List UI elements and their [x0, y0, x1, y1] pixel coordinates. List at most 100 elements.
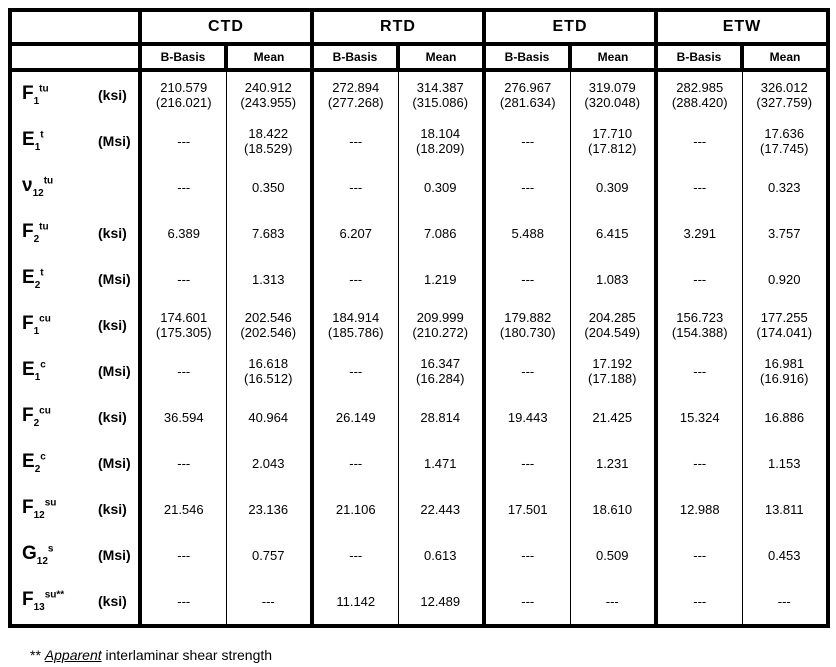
property-unit: (Msi) — [98, 546, 131, 563]
value-cell: 16.981 (16.916) — [741, 348, 828, 394]
table-row: G12s (Msi) --- 0.757 --- 0.613 --- 0.509 … — [10, 532, 828, 578]
value-cell: --- — [654, 256, 742, 302]
sub-header-row: B-Basis Mean B-Basis Mean B-Basis Mean B… — [8, 42, 830, 72]
value-cell: 0.613 — [397, 532, 484, 578]
subheader-mean: Mean — [568, 42, 658, 72]
table-row: E1c (Msi) --- 16.618 (16.512) --- 16.347 … — [10, 348, 828, 394]
value-cell: 6.207 — [310, 210, 398, 256]
value-cell: 28.814 — [397, 394, 484, 440]
value-cell: --- — [482, 118, 570, 164]
value-cell: --- — [654, 532, 742, 578]
value-cell: 282.985 (288.420) — [654, 70, 742, 118]
value-cell: --- — [138, 118, 226, 164]
subheader-bbasis: B-Basis — [138, 42, 228, 72]
value-cell: 16.618 (16.512) — [225, 348, 312, 394]
value-cell: 276.967 (281.634) — [482, 70, 570, 118]
property-label: E1t (Msi) — [10, 118, 142, 164]
group-header-row: CTD RTD ETD ETW — [8, 8, 830, 46]
property-unit: (Msi) — [98, 270, 131, 287]
value-cell: 314.387 (315.086) — [397, 70, 484, 118]
value-cell: 6.415 — [569, 210, 656, 256]
value-cell: 0.323 — [741, 164, 828, 210]
table-row: F13su** (ksi) --- --- 11.142 12.489 --- -… — [10, 578, 828, 626]
property-symbol: G12s — [22, 543, 54, 567]
value-cell: --- — [138, 256, 226, 302]
value-cell: 0.309 — [397, 164, 484, 210]
property-unit: (Msi) — [98, 132, 131, 149]
table-row: F12su (ksi) 21.546 23.136 21.106 22.443 1… — [10, 486, 828, 532]
property-unit: (ksi) — [98, 316, 127, 333]
value-cell: --- — [138, 532, 226, 578]
value-cell: --- — [310, 256, 398, 302]
value-cell: 179.882 (180.730) — [482, 302, 570, 348]
property-symbol: F12su — [22, 497, 57, 521]
value-cell: 11.142 — [310, 578, 398, 626]
property-label: E1c (Msi) — [10, 348, 142, 394]
value-cell: 204.285 (204.549) — [569, 302, 656, 348]
value-cell: 3.757 — [741, 210, 828, 256]
value-cell: 5.488 — [482, 210, 570, 256]
value-cell: --- — [310, 440, 398, 486]
value-cell: 202.546 (202.546) — [225, 302, 312, 348]
value-cell: --- — [482, 348, 570, 394]
property-unit: (ksi) — [98, 224, 127, 241]
value-cell: 1.313 — [225, 256, 312, 302]
value-cell: 18.104 (18.209) — [397, 118, 484, 164]
value-cell: --- — [654, 578, 742, 626]
value-cell: --- — [310, 348, 398, 394]
property-label: E2t (Msi) — [10, 256, 142, 302]
value-cell: 18.422 (18.529) — [225, 118, 312, 164]
footnote-emphasis: Apparent — [44, 647, 102, 663]
value-cell: 17.710 (17.812) — [569, 118, 656, 164]
subheader-bbasis: B-Basis — [310, 42, 400, 72]
value-cell: 1.219 — [397, 256, 484, 302]
property-symbol: F1cu — [22, 313, 51, 337]
value-cell: 21.546 — [138, 486, 226, 532]
group-header-ctd: CTD — [138, 8, 314, 46]
property-label: F2tu (ksi) — [10, 210, 142, 256]
property-label: F13su** (ksi) — [10, 578, 142, 626]
value-cell: --- — [482, 440, 570, 486]
property-unit: (ksi) — [98, 592, 127, 609]
property-label: E2c (Msi) — [10, 440, 142, 486]
corner-cell — [8, 8, 142, 46]
value-cell: --- — [741, 578, 828, 626]
value-cell: 16.347 (16.284) — [397, 348, 484, 394]
value-cell: 22.443 — [397, 486, 484, 532]
property-unit: (ksi) — [98, 408, 127, 425]
value-cell: 17.192 (17.188) — [569, 348, 656, 394]
value-cell: 0.920 — [741, 256, 828, 302]
group-header-etd: ETD — [482, 8, 658, 46]
value-cell: --- — [654, 118, 742, 164]
subheader-mean: Mean — [396, 42, 486, 72]
value-cell: 1.231 — [569, 440, 656, 486]
value-cell: --- — [310, 164, 398, 210]
property-label: G12s (Msi) — [10, 532, 142, 578]
property-unit: (Msi) — [98, 362, 131, 379]
subheader-mean: Mean — [224, 42, 314, 72]
value-cell: 0.509 — [569, 532, 656, 578]
value-cell: 21.106 — [310, 486, 398, 532]
value-cell: 1.153 — [741, 440, 828, 486]
value-cell: --- — [654, 164, 742, 210]
value-cell: --- — [138, 440, 226, 486]
value-cell: 1.083 — [569, 256, 656, 302]
property-symbol: F1tu — [22, 83, 49, 107]
property-symbol: E1t — [22, 129, 44, 153]
value-cell: --- — [569, 578, 656, 626]
property-symbol: F13su** — [22, 589, 65, 613]
value-cell: 12.489 — [397, 578, 484, 626]
value-cell: 19.443 — [482, 394, 570, 440]
value-cell: 1.471 — [397, 440, 484, 486]
table-row: ν12tu --- 0.350 --- 0.309 --- 0.309 --- … — [10, 164, 828, 210]
value-cell: 23.136 — [225, 486, 312, 532]
value-cell: 209.999 (210.272) — [397, 302, 484, 348]
value-cell: 17.501 — [482, 486, 570, 532]
value-cell: 2.043 — [225, 440, 312, 486]
property-symbol: F2cu — [22, 405, 51, 429]
property-unit: (ksi) — [98, 500, 127, 517]
value-cell: --- — [482, 164, 570, 210]
value-cell: 21.425 — [569, 394, 656, 440]
value-cell: 7.086 — [397, 210, 484, 256]
